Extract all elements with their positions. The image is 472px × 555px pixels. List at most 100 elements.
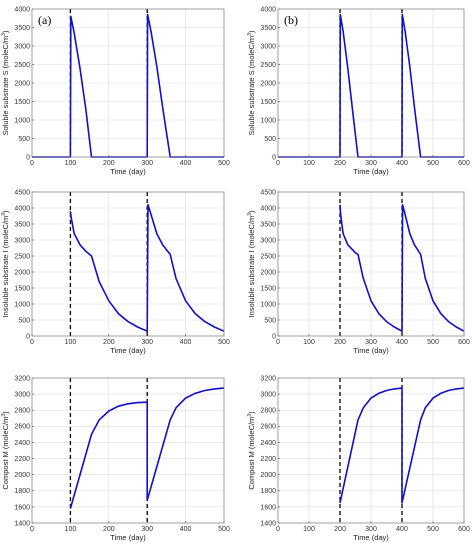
x-axis-label: Time (day) bbox=[110, 167, 146, 176]
panel-label: (a) bbox=[38, 13, 51, 27]
x-tick-label: 300 bbox=[365, 526, 377, 533]
y-tick-label: 2400 bbox=[14, 440, 30, 447]
x-tick-label: 200 bbox=[334, 339, 346, 346]
y-tick-label: 3000 bbox=[260, 237, 276, 244]
x-tick-label: 0 bbox=[276, 160, 280, 167]
x-tick-label: 100 bbox=[303, 160, 315, 167]
x-axis-label: Time (day) bbox=[353, 346, 389, 355]
series-line bbox=[69, 204, 225, 333]
y-axis-label: Insoluble substrate I (moleC/m3) bbox=[1, 210, 10, 318]
y-tick-label: 2000 bbox=[14, 269, 30, 276]
y-tick-label: 2200 bbox=[260, 456, 276, 463]
x-tick-label: 500 bbox=[427, 160, 439, 167]
y-tick-label: 500 bbox=[264, 136, 276, 143]
x-tick-label: 500 bbox=[427, 339, 439, 346]
x-tick-label: 200 bbox=[103, 339, 115, 346]
y-tick-label: 3500 bbox=[260, 25, 276, 32]
x-tick-label: 100 bbox=[65, 160, 77, 167]
chart-panel-3: 0 100 200 300 400 500 0 500 1000 1500 2000 2500 3000… bbox=[1, 189, 230, 355]
x-tick-label: 500 bbox=[218, 526, 230, 533]
y-tick-label: 2500 bbox=[260, 253, 276, 260]
y-tick-label: 2600 bbox=[260, 424, 276, 431]
y-tick-label: 4500 bbox=[14, 189, 30, 196]
y-tick-label: 500 bbox=[18, 317, 30, 324]
chart-panel-5: 0 100 200 300 400 500 1400 1600 1800 2000 2200 2400… bbox=[1, 375, 230, 542]
x-tick-label: 300 bbox=[141, 160, 153, 167]
y-tick-label: 2000 bbox=[260, 472, 276, 479]
x-tick-label: 400 bbox=[180, 526, 192, 533]
x-tick-label: 200 bbox=[103, 160, 115, 167]
x-tick-label: 600 bbox=[458, 526, 470, 533]
y-tick-label: 1500 bbox=[14, 99, 30, 106]
y-tick-label: 2500 bbox=[14, 62, 30, 69]
x-tick-label: 0 bbox=[30, 339, 34, 346]
x-tick-label: 200 bbox=[103, 526, 115, 533]
y-tick-label: 2000 bbox=[14, 80, 30, 87]
y-tick-label: 1000 bbox=[14, 301, 30, 308]
y-tick-label: 0 bbox=[26, 333, 30, 340]
y-tick-label: 2800 bbox=[260, 408, 276, 415]
plot-frame bbox=[277, 191, 465, 337]
y-tick-label: 1000 bbox=[14, 117, 30, 124]
y-tick-label: 3500 bbox=[14, 25, 30, 32]
x-tick-label: 400 bbox=[180, 160, 192, 167]
y-tick-label: 4000 bbox=[260, 205, 276, 212]
y-tick-label: 1600 bbox=[260, 504, 276, 511]
x-tick-label: 0 bbox=[276, 339, 280, 346]
x-tick-label: 300 bbox=[141, 526, 153, 533]
y-tick-label: 3200 bbox=[260, 375, 276, 382]
x-tick-label: 100 bbox=[303, 339, 315, 346]
y-tick-label: 2200 bbox=[14, 456, 30, 463]
x-tick-label: 400 bbox=[396, 160, 408, 167]
x-tick-label: 0 bbox=[276, 526, 280, 533]
y-tick-label: 1600 bbox=[14, 504, 30, 511]
x-tick-label: 0 bbox=[30, 526, 34, 533]
y-axis-label: Insoluble substrate I (moleC/m3) bbox=[247, 210, 256, 318]
y-axis-label: Soluble substrate S (moleC/m3) bbox=[247, 30, 256, 135]
y-tick-label: 0 bbox=[26, 154, 30, 161]
x-tick-label: 0 bbox=[30, 160, 34, 167]
y-tick-label: 1000 bbox=[260, 301, 276, 308]
x-tick-label: 400 bbox=[180, 339, 192, 346]
y-axis-label: Soluble substrate S (moleC/m3) bbox=[1, 30, 10, 135]
x-tick-label: 500 bbox=[427, 526, 439, 533]
y-tick-label: 3000 bbox=[260, 392, 276, 399]
y-tick-label: 0 bbox=[272, 333, 276, 340]
chart-panel-4: 0 100 200 300 400 500 600 0 500 1000 1500 2000 2500 3… bbox=[247, 189, 470, 355]
y-tick-label: 3000 bbox=[14, 43, 30, 50]
plot-frame bbox=[31, 8, 225, 158]
y-tick-label: 0 bbox=[272, 154, 276, 161]
y-axis-label: Compost M (moleC/m3) bbox=[247, 411, 256, 490]
y-tick-label: 1400 bbox=[14, 520, 30, 527]
y-tick-label: 1500 bbox=[14, 285, 30, 292]
y-tick-label: 2500 bbox=[260, 62, 276, 69]
y-tick-label: 2000 bbox=[260, 269, 276, 276]
x-tick-label: 300 bbox=[141, 339, 153, 346]
x-axis-label: Time (day) bbox=[353, 533, 389, 542]
x-tick-label: 400 bbox=[396, 339, 408, 346]
plot-frame bbox=[277, 8, 465, 158]
y-tick-label: 4500 bbox=[260, 189, 276, 196]
y-tick-label: 3500 bbox=[14, 221, 30, 228]
chart-panel-1: 0 100 200 300 400 500 0 500 1000 1500 2000 2500 3000… bbox=[1, 6, 230, 176]
x-tick-label: 200 bbox=[334, 526, 346, 533]
y-tick-label: 1500 bbox=[260, 285, 276, 292]
y-tick-label: 4000 bbox=[14, 205, 30, 212]
y-tick-label: 2400 bbox=[260, 440, 276, 447]
x-axis-label: Time (day) bbox=[353, 167, 389, 176]
chart-panel-2: 0 100 200 300 400 500 600 0 500 1000 1500 2000 2500 3… bbox=[247, 6, 470, 176]
plot-frame bbox=[31, 191, 225, 337]
y-axis-label: Compost M (moleC/m3) bbox=[1, 411, 10, 490]
series-line bbox=[339, 387, 465, 504]
x-tick-label: 200 bbox=[334, 160, 346, 167]
y-tick-label: 4000 bbox=[260, 6, 276, 13]
y-tick-label: 3000 bbox=[260, 43, 276, 50]
x-tick-label: 600 bbox=[458, 160, 470, 167]
y-tick-label: 4000 bbox=[14, 6, 30, 13]
plot-frame bbox=[31, 377, 225, 524]
y-tick-label: 2600 bbox=[14, 424, 30, 431]
x-axis-label: Time (day) bbox=[110, 346, 146, 355]
y-tick-label: 1800 bbox=[14, 488, 30, 495]
plot-area bbox=[32, 192, 224, 336]
